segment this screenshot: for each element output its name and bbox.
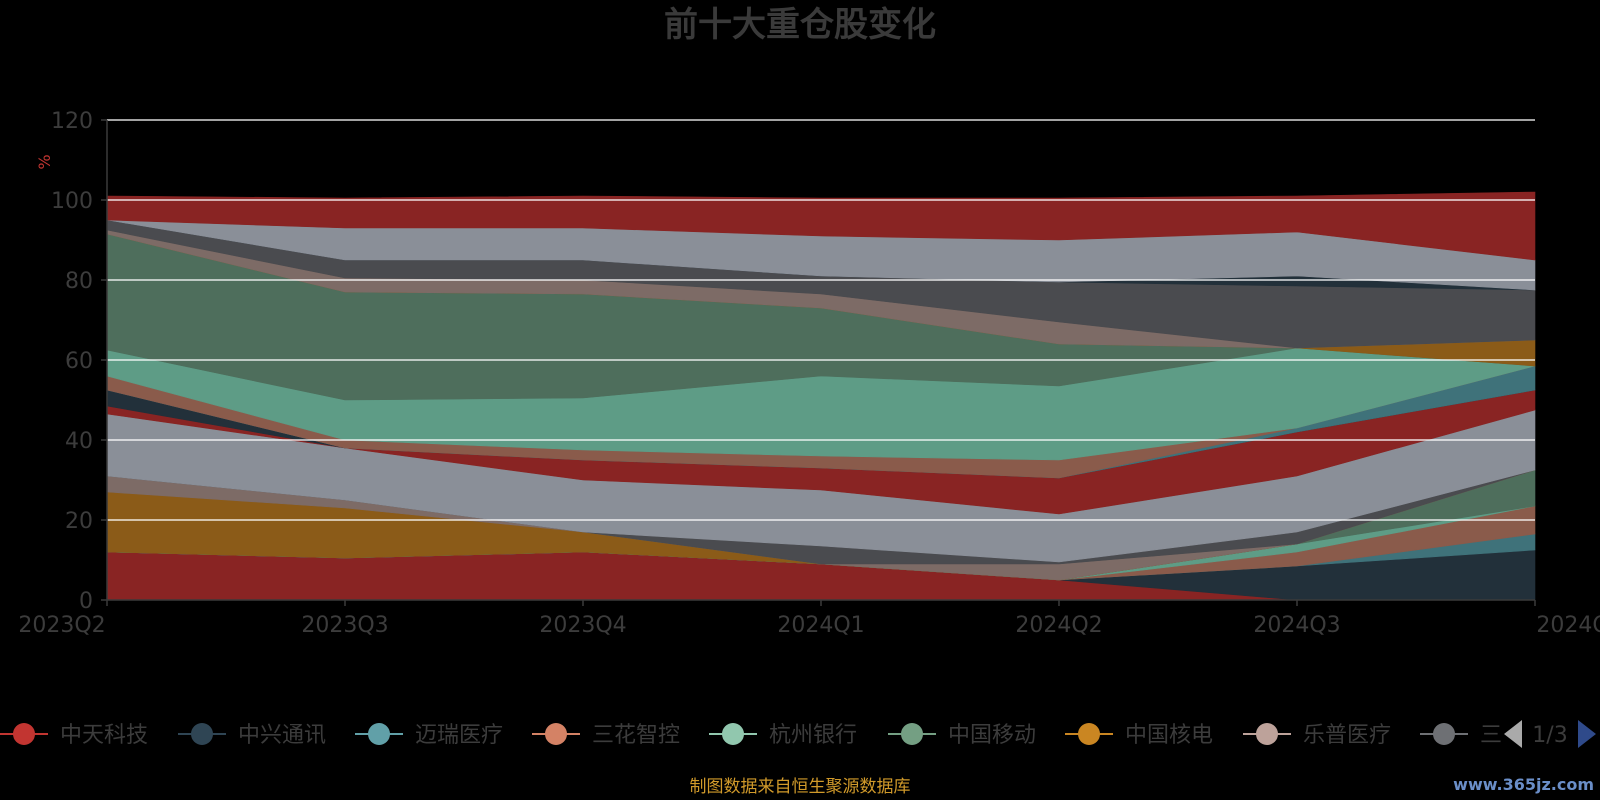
legend-circle-icon — [191, 723, 213, 745]
y-tick-label-120: 120 — [51, 109, 93, 134]
area-series-group — [106, 191, 1536, 601]
legend-item-2[interactable]: 中兴通讯 — [178, 723, 326, 748]
legend-item-4[interactable]: 三花智控 — [532, 723, 680, 748]
legend-item-8[interactable]: 乐普医疗 — [1243, 723, 1391, 748]
y-tick-label-80: 80 — [65, 269, 93, 294]
legend-circle-icon — [545, 723, 567, 745]
legend-pager[interactable]: 1/3 — [1504, 720, 1596, 748]
legend-circle-icon — [1256, 723, 1278, 745]
y-tick-label-100: 100 — [51, 189, 93, 214]
legend-label: 中国核电 — [1125, 723, 1213, 748]
watermark: www.365jz.com — [1453, 775, 1594, 794]
legend-circle-icon — [1433, 723, 1455, 745]
legend-label: 中国移动 — [948, 723, 1036, 748]
legend-circle-icon — [722, 723, 744, 745]
legend-circle-icon — [1078, 723, 1100, 745]
legend-label: 三花智控 — [592, 723, 680, 748]
legend-item-1[interactable]: 中天科技 — [0, 723, 148, 748]
legend-label: 中兴通讯 — [238, 723, 326, 748]
legend-label: 三 — [1480, 723, 1502, 748]
x-tick-label-2023Q2: 2023Q2 — [18, 613, 105, 638]
legend-label: 杭州银行 — [769, 723, 857, 748]
x-tick-label-2024Q1: 2024Q1 — [777, 613, 864, 638]
legend-page-indicator: 1/3 — [1532, 723, 1567, 748]
x-tick-label-2023Q3: 2023Q3 — [301, 613, 388, 638]
y-tick-label-20: 20 — [65, 509, 93, 534]
legend-circle-icon — [13, 723, 35, 745]
x-tick-label-2024Q2: 2024Q2 — [1015, 613, 1102, 638]
legend-label: 乐普医疗 — [1303, 723, 1391, 748]
legend-prev-arrow-icon[interactable] — [1504, 720, 1522, 748]
area-series-22 — [106, 191, 1536, 261]
chart-title: 前十大重仓股变化 — [664, 5, 936, 45]
legend-item-9[interactable]: 三 — [1420, 723, 1502, 748]
y-tick-label-0: 0 — [79, 589, 93, 614]
axes: 0 20 40 60 80 100 120 2023Q2 2023Q3 2023Q4 2024Q1 2… — [18, 109, 1600, 638]
legend-label: 中天科技 — [60, 723, 148, 748]
legend-next-arrow-icon[interactable] — [1578, 720, 1596, 748]
grid-lines — [107, 119, 1535, 521]
x-tick-label-2024Q3: 2024Q3 — [1253, 613, 1340, 638]
legend-label: 迈瑞医疗 — [415, 723, 503, 748]
x-tick-label-2024Q4: 2024Q4 — [1536, 613, 1600, 638]
legend-item-7[interactable]: 中国核电 — [1065, 723, 1213, 748]
legend[interactable]: 中天科技 中兴通讯 迈瑞医疗 三花智控 杭州银行 中国移动 中国核电 乐普医疗 三 — [0, 723, 1502, 748]
legend-item-3[interactable]: 迈瑞医疗 — [355, 723, 503, 748]
y-tick-label-40: 40 — [65, 429, 93, 454]
legend-item-6[interactable]: 中国移动 — [888, 723, 1036, 748]
legend-circle-icon — [368, 723, 390, 745]
y-tick-label-60: 60 — [65, 349, 93, 374]
x-tick-label-2023Q4: 2023Q4 — [539, 613, 626, 638]
legend-circle-icon — [901, 723, 923, 745]
data-source-note: 制图数据来自恒生聚源数据库 — [690, 777, 911, 797]
legend-item-5[interactable]: 杭州银行 — [709, 723, 857, 748]
y-axis-unit: % — [35, 154, 54, 169]
